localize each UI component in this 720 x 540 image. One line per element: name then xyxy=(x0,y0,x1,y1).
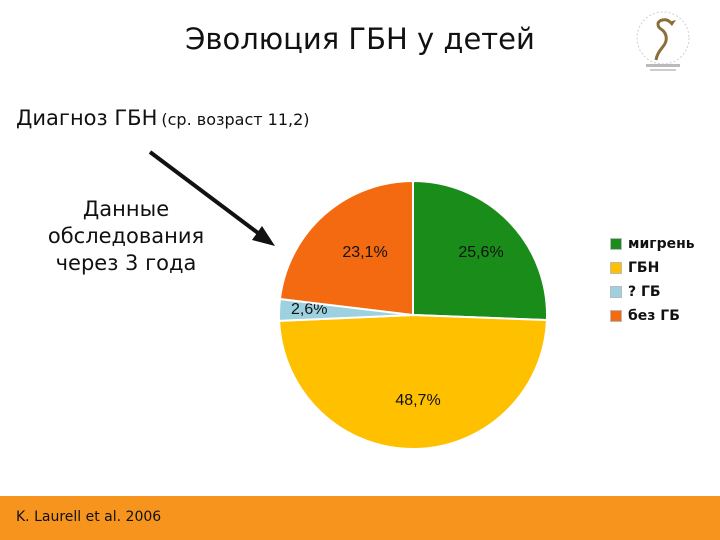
legend-item-3: без ГБ xyxy=(610,304,695,328)
slice-label-3: 23,1% xyxy=(342,244,387,261)
diagnosis-label: Диагноз ГБН xyxy=(16,106,158,130)
followup-note-line: через 3 года xyxy=(55,251,197,275)
legend-label: мигрень xyxy=(628,236,695,252)
legend-swatch xyxy=(610,238,622,250)
legend-item-2: ? ГБ xyxy=(610,280,695,304)
legend-label: ? ГБ xyxy=(628,284,661,300)
slice-label-1: 48,7% xyxy=(395,392,440,409)
pie-slice-3 xyxy=(278,180,414,317)
legend-label: ГБН xyxy=(628,260,660,276)
followup-note: Данные обследования через 3 года xyxy=(28,196,224,277)
legend-item-0: мигрень xyxy=(610,232,695,256)
legend-swatch xyxy=(610,262,622,274)
legend-label: без ГБ xyxy=(628,308,680,324)
logo-icon xyxy=(636,11,690,71)
legend-swatch xyxy=(610,310,622,322)
chart-legend: мигрень ГБН ? ГБ без ГБ xyxy=(610,232,695,328)
legend-item-1: ГБН xyxy=(610,256,695,280)
pie-slice-1 xyxy=(278,313,548,450)
arrow-icon xyxy=(148,150,275,246)
diagnosis-heading: Диагноз ГБН (ср. возраст 11,2) xyxy=(16,106,310,130)
pie-chart: 25,6% 48,7% 2,6% 23,1% xyxy=(278,180,548,450)
citation: K. Laurell et al. 2006 xyxy=(16,509,162,525)
footer-bar: K. Laurell et al. 2006 xyxy=(0,496,720,540)
slice-label-2: 2,6% xyxy=(291,301,327,318)
followup-note-line: Данные xyxy=(82,197,170,221)
pie-slice-0 xyxy=(412,180,548,322)
page-title: Эволюция ГБН у детей xyxy=(185,22,535,56)
slice-label-0: 25,6% xyxy=(458,244,503,261)
diagnosis-age-note: (ср. возраст 11,2) xyxy=(161,110,310,129)
legend-swatch xyxy=(610,286,622,298)
followup-note-line: обследования xyxy=(47,224,205,248)
